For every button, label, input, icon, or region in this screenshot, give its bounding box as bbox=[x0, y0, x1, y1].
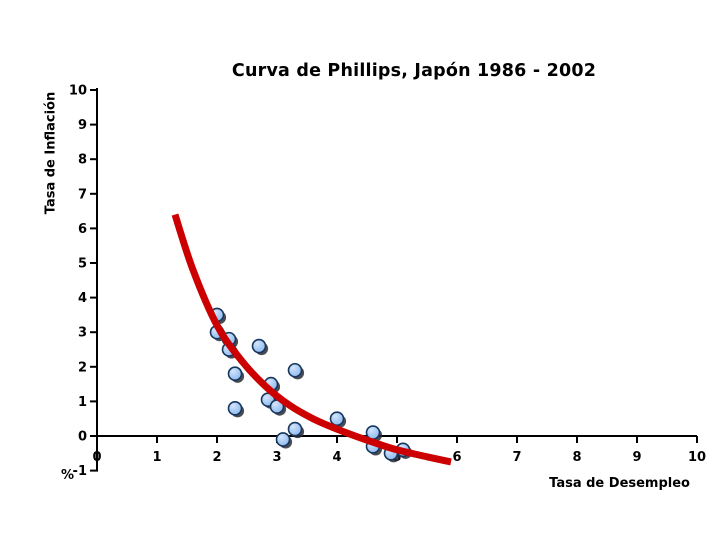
data-point bbox=[329, 411, 345, 427]
x-tick-label: 8 bbox=[572, 450, 581, 465]
y-tick-label: 9 bbox=[78, 118, 87, 133]
y-tick-label: 7 bbox=[78, 187, 87, 202]
x-tick-label: 9 bbox=[632, 450, 641, 465]
y-tick-label: 4 bbox=[78, 291, 87, 306]
y-tick-label: 10 bbox=[69, 84, 87, 99]
data-point bbox=[275, 432, 291, 447]
chart-title: Curva de Phillips, Japón 1986 - 2002 bbox=[231, 61, 597, 81]
data-point bbox=[251, 338, 267, 354]
x-tick-label: 3 bbox=[272, 450, 281, 465]
x-tick-label: 4 bbox=[332, 450, 341, 465]
y-tick-label: -1 bbox=[73, 464, 87, 479]
x-tick-label: 0 bbox=[92, 450, 101, 465]
phillips-curve bbox=[171, 213, 452, 466]
y-tick-label: 5 bbox=[78, 257, 87, 272]
data-point bbox=[227, 401, 243, 416]
y-tick-label: 3 bbox=[78, 326, 87, 341]
y-tick-label: 2 bbox=[78, 360, 87, 375]
x-tick-label: 10 bbox=[688, 450, 706, 465]
y-tick-label: 6 bbox=[78, 222, 87, 237]
x-tick-label: 2 bbox=[212, 450, 221, 465]
data-point bbox=[287, 362, 303, 378]
data-point bbox=[227, 366, 243, 382]
x-tick-label: 7 bbox=[512, 450, 521, 465]
y-tick-label: 8 bbox=[78, 153, 87, 168]
data-point bbox=[287, 421, 303, 437]
y-tick-label: 0 bbox=[78, 430, 87, 445]
x-tick-label: 6 bbox=[452, 450, 461, 465]
percent-unit-label: % bbox=[61, 468, 75, 483]
x-tick-label: 1 bbox=[152, 450, 161, 465]
x-axis-title: Tasa de Desempleo bbox=[549, 476, 690, 491]
y-tick-label: 1 bbox=[78, 395, 87, 410]
